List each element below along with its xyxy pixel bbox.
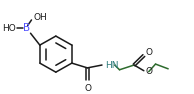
Text: HO: HO [2, 24, 16, 33]
Text: HN: HN [105, 61, 118, 70]
Text: O: O [146, 48, 153, 57]
Text: B: B [23, 24, 30, 33]
Text: OH: OH [33, 13, 47, 22]
Text: O: O [85, 84, 92, 93]
Text: O: O [146, 67, 153, 76]
